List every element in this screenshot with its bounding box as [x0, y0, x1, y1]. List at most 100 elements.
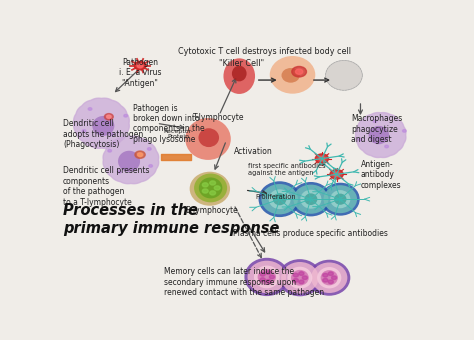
- Circle shape: [293, 278, 299, 282]
- Ellipse shape: [199, 177, 222, 199]
- Circle shape: [134, 62, 146, 70]
- Circle shape: [110, 133, 114, 136]
- Polygon shape: [356, 113, 406, 157]
- Circle shape: [334, 172, 339, 176]
- Text: Activation: Activation: [234, 147, 273, 156]
- Text: T-lymphocyte: T-lymphocyte: [193, 113, 245, 122]
- Circle shape: [328, 280, 333, 284]
- Ellipse shape: [293, 185, 328, 214]
- Circle shape: [82, 130, 86, 132]
- Ellipse shape: [270, 56, 315, 94]
- Text: B-lymphocyte: B-lymphocyte: [185, 206, 238, 215]
- Ellipse shape: [326, 61, 362, 90]
- Circle shape: [358, 138, 362, 141]
- Ellipse shape: [118, 151, 140, 172]
- Circle shape: [202, 189, 208, 193]
- Polygon shape: [103, 136, 159, 184]
- Circle shape: [328, 272, 333, 275]
- Ellipse shape: [273, 193, 286, 205]
- Circle shape: [210, 181, 216, 185]
- Text: Pathogen is
broken down into
components in the
phago lysosome: Pathogen is broken down into components …: [133, 104, 204, 144]
- Circle shape: [108, 150, 111, 152]
- Ellipse shape: [320, 270, 338, 285]
- Ellipse shape: [199, 128, 219, 147]
- Circle shape: [137, 153, 143, 156]
- Text: Cytotoxic T cell destroys infected body cell: Cytotoxic T cell destroys infected body …: [179, 47, 351, 56]
- Circle shape: [107, 115, 111, 118]
- Circle shape: [135, 151, 145, 158]
- Circle shape: [260, 272, 265, 276]
- Circle shape: [385, 145, 389, 148]
- Text: Pathogen
i. E. a virus
"Antigen": Pathogen i. E. a virus "Antigen": [119, 58, 161, 88]
- Circle shape: [137, 64, 143, 68]
- Text: Proliferation: Proliferation: [256, 194, 296, 200]
- Ellipse shape: [281, 262, 319, 293]
- Circle shape: [214, 186, 220, 190]
- Text: Dendritic cell presents
components
of the pathogen
to a T-lymphocyte: Dendritic cell presents components of th…: [63, 167, 149, 207]
- Circle shape: [330, 170, 343, 179]
- Circle shape: [88, 108, 92, 110]
- Circle shape: [118, 170, 121, 173]
- Ellipse shape: [258, 181, 301, 217]
- Ellipse shape: [278, 259, 321, 296]
- Circle shape: [202, 183, 208, 187]
- Text: Macrophages
phagocytize
and digest: Macrophages phagocytize and digest: [351, 114, 402, 144]
- Ellipse shape: [232, 66, 246, 81]
- Circle shape: [295, 69, 303, 74]
- Ellipse shape: [258, 269, 276, 285]
- Circle shape: [319, 156, 325, 161]
- Circle shape: [104, 114, 113, 120]
- Text: first specific antibodies
against the antigen: first specific antibodies against the an…: [248, 163, 326, 175]
- Circle shape: [373, 120, 377, 123]
- Text: Memory cells can later induce the
secondary immune response upon
renewed contact: Memory cells can later induce the second…: [164, 267, 324, 297]
- Ellipse shape: [254, 266, 280, 288]
- Text: "Killer Cell": "Killer Cell": [219, 59, 264, 68]
- Circle shape: [124, 115, 128, 117]
- Text: Antigen-
antibody
complexes: Antigen- antibody complexes: [360, 160, 401, 190]
- Ellipse shape: [287, 267, 312, 289]
- Ellipse shape: [269, 189, 291, 209]
- Text: Plasma cells produce specific antibodies: Plasma cells produce specific antibodies: [234, 229, 388, 238]
- Circle shape: [292, 66, 307, 77]
- Ellipse shape: [190, 172, 230, 206]
- Ellipse shape: [317, 267, 341, 288]
- Ellipse shape: [291, 182, 331, 216]
- Circle shape: [299, 280, 304, 284]
- Polygon shape: [73, 98, 129, 148]
- Ellipse shape: [311, 262, 347, 293]
- Ellipse shape: [194, 173, 227, 202]
- Circle shape: [299, 272, 304, 275]
- Ellipse shape: [369, 126, 389, 144]
- Circle shape: [149, 165, 153, 167]
- Ellipse shape: [323, 185, 357, 213]
- Ellipse shape: [245, 258, 289, 296]
- Circle shape: [269, 275, 274, 279]
- Circle shape: [323, 278, 328, 282]
- Circle shape: [293, 273, 299, 277]
- Ellipse shape: [185, 118, 231, 160]
- Text: Processes in the
primary immune response: Processes in the primary immune response: [63, 203, 279, 236]
- Text: Receptor-
Protein: Receptor- Protein: [164, 129, 194, 139]
- Circle shape: [260, 278, 265, 282]
- Ellipse shape: [223, 58, 255, 94]
- Ellipse shape: [334, 193, 346, 205]
- Ellipse shape: [321, 183, 360, 216]
- Ellipse shape: [92, 116, 114, 136]
- Circle shape: [147, 148, 151, 150]
- Ellipse shape: [247, 261, 286, 293]
- Ellipse shape: [330, 190, 350, 208]
- Circle shape: [315, 154, 328, 163]
- Text: Dendritic cell
adopts the pathogen
(Phagocytosis): Dendritic cell adopts the pathogen (Phag…: [63, 119, 143, 149]
- Circle shape: [210, 191, 216, 195]
- Circle shape: [331, 276, 337, 279]
- Ellipse shape: [308, 260, 350, 296]
- Circle shape: [302, 276, 308, 279]
- Ellipse shape: [304, 193, 318, 205]
- Circle shape: [266, 279, 271, 283]
- Circle shape: [266, 271, 271, 274]
- Ellipse shape: [291, 270, 309, 286]
- Ellipse shape: [282, 68, 300, 83]
- Ellipse shape: [301, 190, 321, 209]
- Ellipse shape: [261, 184, 298, 215]
- Circle shape: [323, 273, 328, 277]
